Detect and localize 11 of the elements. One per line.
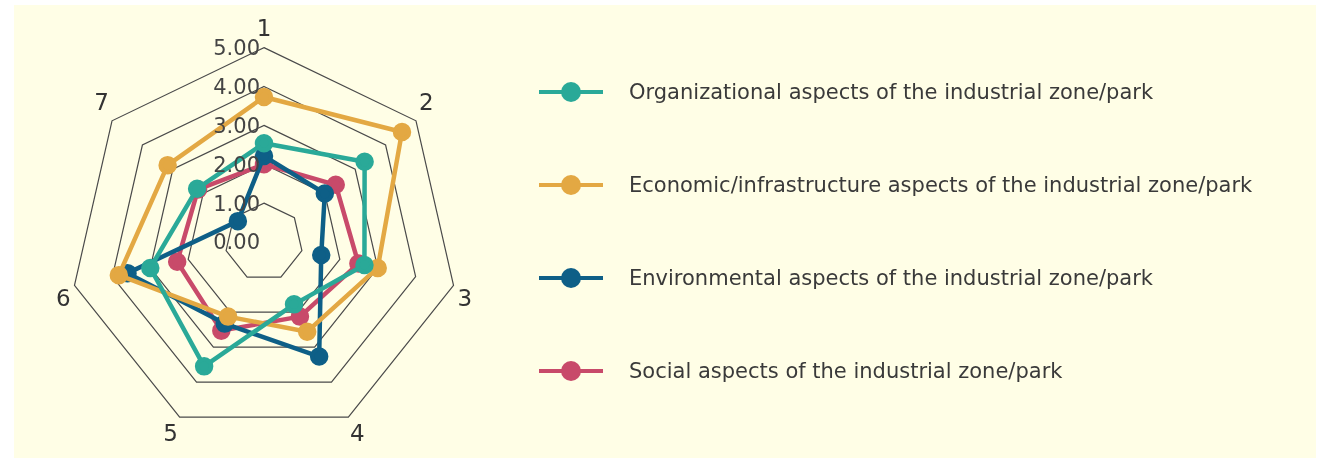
spoke-label: 5 [163,419,178,446]
spoke-label: 4 [350,419,365,446]
legend-label: Social aspects of the industrial zone/park [629,359,1063,383]
spoke-label: 2 [419,89,434,116]
y-tick-label: 4.00 [213,74,260,99]
legend-label: Environmental aspects of the industrial zone/park [629,266,1153,290]
spoke-label: 6 [55,284,71,311]
spoke-label: 7 [94,89,109,116]
legend-label: Organizational aspects of the industrial zone/park [629,80,1154,104]
legend-label: Economic/infrastructure aspects of the industrial zone/park [629,173,1253,197]
spoke-label: 3 [457,284,473,311]
